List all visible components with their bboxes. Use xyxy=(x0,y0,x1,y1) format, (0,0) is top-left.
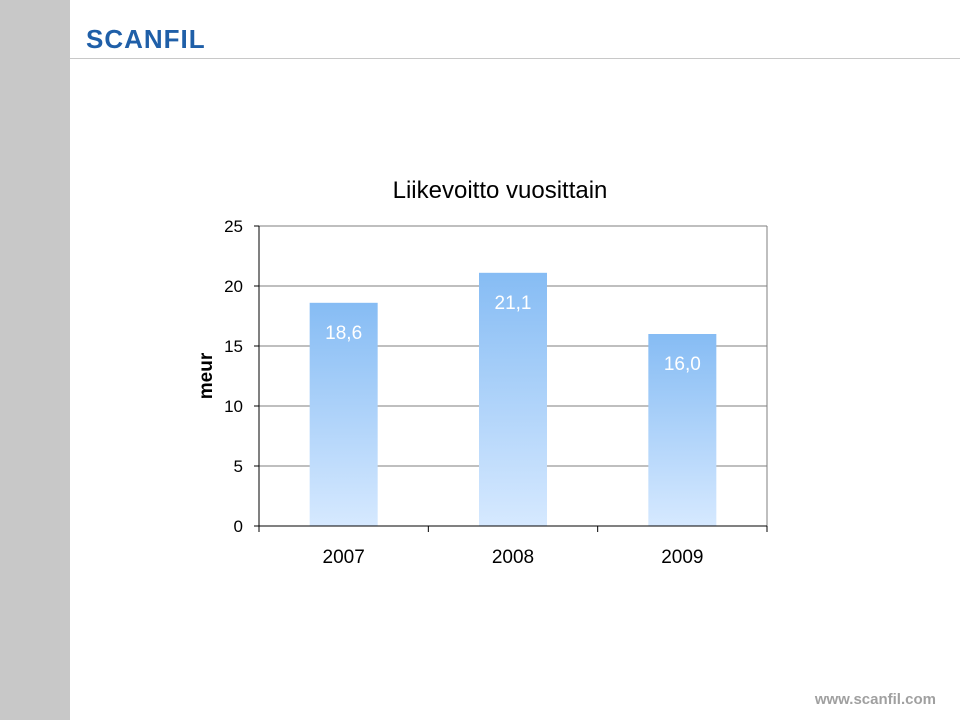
bar-2008 xyxy=(479,272,547,526)
bar-2009 xyxy=(648,334,717,526)
y-tick-label: 10 xyxy=(224,397,243,416)
x-tick-label-2007: 2007 xyxy=(323,547,365,568)
y-tick-label: 0 xyxy=(234,517,243,536)
y-axis-label: meur xyxy=(196,352,217,399)
chart-title: Liikevoitto vuosittain xyxy=(393,177,608,204)
bar-layer xyxy=(309,272,717,526)
label-layer: 18,6 2007 21,1 2008 16,0 2009 xyxy=(323,293,704,568)
y-tick-label: 25 xyxy=(224,217,243,236)
y-tick-label: 5 xyxy=(234,457,243,476)
axis-layer: 0 5 10 15 20 25 xyxy=(224,217,768,536)
y-tick-label: 15 xyxy=(224,337,243,356)
data-label-2009: 16,0 xyxy=(664,354,701,375)
scanfil-logo: SCANFIL xyxy=(86,24,206,54)
side-stripe xyxy=(0,0,70,720)
bar-2007 xyxy=(309,302,378,526)
footer-url: www.scanfil.com xyxy=(814,691,936,708)
data-label-2008: 21,1 xyxy=(495,293,532,314)
data-label-2007: 18,6 xyxy=(325,323,362,344)
header-divider xyxy=(70,58,960,59)
y-tick-label: 20 xyxy=(224,277,243,296)
x-tick-label-2009: 2009 xyxy=(661,547,703,568)
x-tick-label-2008: 2008 xyxy=(492,547,534,568)
